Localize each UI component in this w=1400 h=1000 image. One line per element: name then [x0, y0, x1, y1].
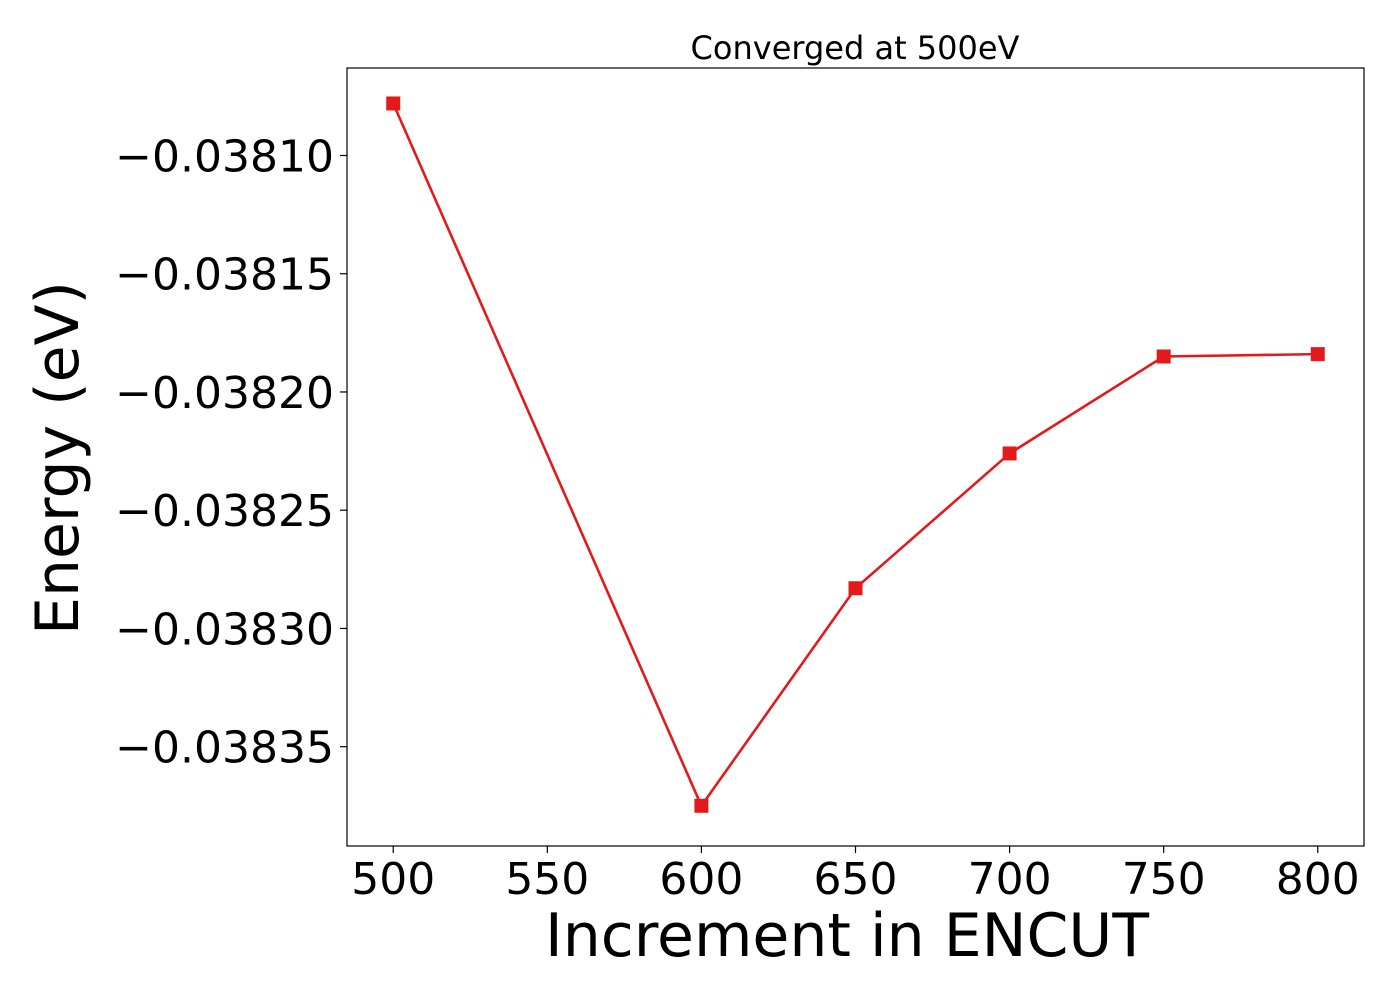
x-tick-label: 750 — [1122, 854, 1206, 905]
data-point-marker — [848, 581, 863, 596]
x-axis-title: Increment in ENCUT — [545, 901, 1149, 971]
chart-title: Converged at 500eV — [691, 29, 1020, 67]
x-axis: 500 550 600 650 700 750 800 — [351, 846, 1360, 905]
y-tick-label: −0.03820 — [115, 368, 334, 419]
y-tick-label: −0.03830 — [115, 604, 334, 655]
y-axis: −0.03810 −0.03815 −0.03820 −0.03825 −0.03830… — [115, 131, 347, 774]
x-tick-label: 650 — [814, 854, 898, 905]
x-tick-label: 550 — [505, 854, 589, 905]
series-line — [392, 102, 1318, 808]
x-tick-label: 500 — [351, 854, 435, 905]
x-tick-label: 800 — [1276, 854, 1360, 905]
data-point-marker — [1156, 349, 1171, 364]
data-point-marker — [1002, 446, 1017, 461]
y-tick-label: −0.03810 — [115, 131, 334, 182]
data-point-marker — [694, 798, 709, 813]
y-tick-label: −0.03825 — [115, 486, 334, 537]
data-point-marker — [386, 96, 401, 111]
x-tick-label: 600 — [659, 854, 743, 905]
y-tick-label: −0.03815 — [115, 250, 334, 301]
series-layer — [386, 96, 1325, 813]
y-tick-label: −0.03835 — [115, 723, 334, 774]
y-axis-title: Energy (eV) — [23, 281, 93, 635]
x-tick-label: 700 — [968, 854, 1052, 905]
data-point-marker — [1310, 347, 1325, 362]
